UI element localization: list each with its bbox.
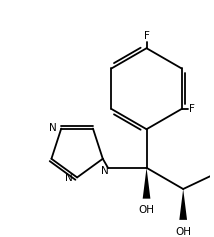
Text: OH: OH: [175, 227, 191, 237]
Text: N: N: [65, 173, 72, 183]
Text: F: F: [144, 31, 149, 41]
Text: N: N: [101, 166, 108, 177]
Text: F: F: [189, 104, 195, 114]
Text: N: N: [49, 123, 56, 133]
Polygon shape: [179, 189, 187, 220]
Polygon shape: [143, 168, 150, 199]
Text: OH: OH: [138, 205, 155, 215]
